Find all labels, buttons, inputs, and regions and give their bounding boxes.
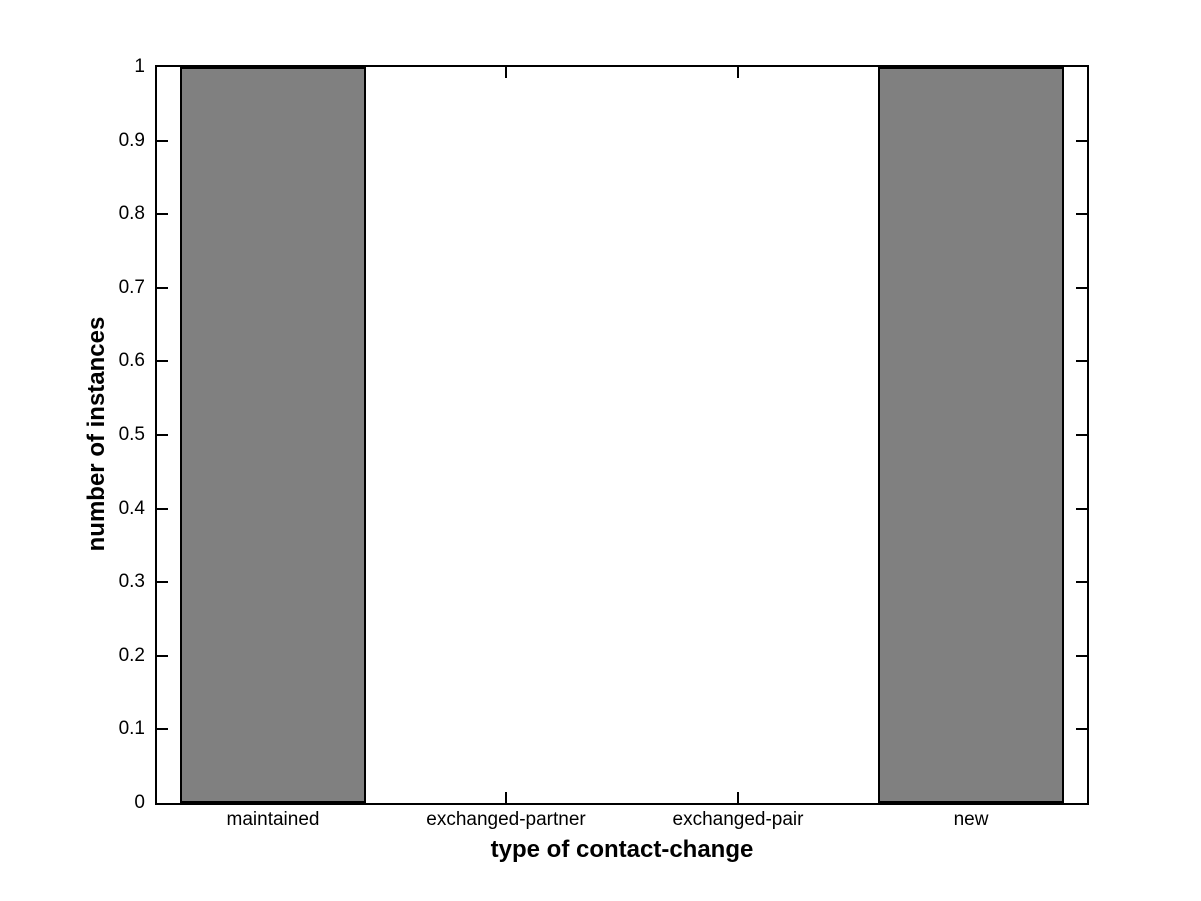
y-axis-tick	[1076, 140, 1087, 142]
y-axis-tick	[1076, 213, 1087, 215]
y-tick-label: 0.1	[118, 718, 145, 739]
bar-new	[878, 67, 1064, 803]
y-tick-label: 0.2	[118, 645, 145, 666]
y-axis-tick	[1076, 581, 1087, 583]
y-tick-label: 1	[134, 56, 145, 77]
y-tick-label: 0.7	[118, 277, 145, 298]
y-tick-label: 0.3	[118, 571, 145, 592]
x-tick-label: maintained	[226, 809, 320, 830]
x-axis-tick	[505, 792, 507, 803]
y-axis-tick	[157, 581, 168, 583]
y-tick-label: 0.6	[118, 350, 145, 371]
y-axis-tick	[1076, 508, 1087, 510]
x-axis-label: type of contact-change	[490, 836, 754, 863]
y-axis-tick	[157, 728, 168, 730]
y-axis-tick	[157, 360, 168, 362]
x-tick-label: exchanged-partner	[426, 809, 586, 830]
y-axis-tick	[1076, 360, 1087, 362]
x-axis-tick	[505, 67, 507, 78]
y-axis-tick	[157, 287, 168, 289]
y-tick-label: 0.4	[118, 498, 145, 519]
y-axis-tick	[1076, 728, 1087, 730]
y-axis-label: number of instances	[83, 316, 110, 552]
x-tick-label: new	[953, 809, 989, 830]
y-axis-tick	[157, 655, 168, 657]
y-axis-tick	[157, 140, 168, 142]
y-axis-tick	[1076, 287, 1087, 289]
y-tick-label: 0.8	[118, 203, 145, 224]
y-axis-tick	[157, 213, 168, 215]
y-axis-tick	[1076, 655, 1087, 657]
y-tick-label: 0	[134, 792, 145, 813]
plot-area	[155, 65, 1089, 805]
y-tick-label: 0.9	[118, 130, 145, 151]
y-axis-tick	[157, 508, 168, 510]
bar-maintained	[180, 67, 366, 803]
x-axis-tick	[737, 792, 739, 803]
y-axis-tick	[1076, 434, 1087, 436]
y-tick-label: 0.5	[118, 424, 145, 445]
x-axis-tick	[737, 67, 739, 78]
y-axis-tick	[157, 434, 168, 436]
x-tick-label: exchanged-pair	[672, 809, 804, 830]
